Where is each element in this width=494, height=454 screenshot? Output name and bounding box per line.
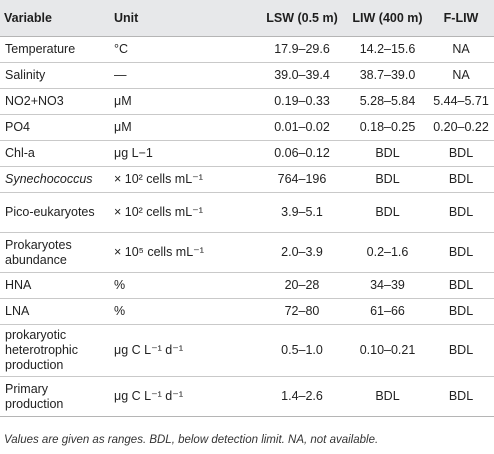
cell-unit: × 10² cells mL⁻¹ [110,166,257,193]
header-unit: Unit [110,0,257,37]
cell-lsw: 17.9–29.6 [257,36,347,63]
environmental-variables-table: Variable Unit LSW (0.5 m) LIW (400 m) F-… [0,0,494,417]
cell-lsw: 0.06–0.12 [257,140,347,167]
table-row: Primary production μg C L⁻¹ d⁻¹ 1.4–2.6 … [0,376,494,417]
cell-variable: PO4 [0,114,110,141]
cell-fliw: 0.20–0.22 [428,114,494,141]
table-row: LNA % 72–80 61–66 BDL [0,298,494,325]
header-variable: Variable [0,0,110,37]
table-header: Variable Unit LSW (0.5 m) LIW (400 m) F-… [0,0,494,37]
cell-liw: 14.2–15.6 [347,36,428,63]
cell-unit: μM [110,114,257,141]
cell-liw: 38.7–39.0 [347,62,428,89]
cell-variable: prokaryotic heterotrophic production [0,324,110,377]
table-row: Temperature °C 17.9–29.6 14.2–15.6 NA [0,36,494,63]
cell-lsw: 0.5–1.0 [257,324,347,377]
cell-fliw: BDL [428,324,494,377]
table-row: NO2+NO3 μM 0.19–0.33 5.28–5.84 5.44–5.71 [0,88,494,115]
cell-lsw: 764–196 [257,166,347,193]
cell-fliw: NA [428,62,494,89]
cell-unit: — [110,62,257,89]
cell-unit: × 10² cells mL⁻¹ [110,192,257,233]
cell-unit: × 10⁵ cells mL⁻¹ [110,232,257,273]
cell-variable: Temperature [0,36,110,63]
table-row: HNA % 20–28 34–39 BDL [0,272,494,299]
header-row: Variable Unit LSW (0.5 m) LIW (400 m) F-… [0,0,494,37]
cell-lsw: 2.0–3.9 [257,232,347,273]
cell-variable: Salinity [0,62,110,89]
cell-fliw: NA [428,36,494,63]
cell-liw: 0.10–0.21 [347,324,428,377]
cell-liw: 0.2–1.6 [347,232,428,273]
cell-unit: % [110,298,257,325]
cell-fliw: BDL [428,272,494,299]
cell-liw: 5.28–5.84 [347,88,428,115]
table-footnote: Values are given as ranges. BDL, below d… [4,434,379,446]
cell-unit: μM [110,88,257,115]
cell-liw: BDL [347,166,428,193]
cell-fliw: BDL [428,232,494,273]
cell-fliw: BDL [428,192,494,233]
cell-unit: μg C L⁻¹ d⁻¹ [110,376,257,417]
cell-variable: HNA [0,272,110,299]
cell-unit: μg C L⁻¹ d⁻¹ [110,324,257,377]
cell-fliw: 5.44–5.71 [428,88,494,115]
table-row: Synechococcus × 10² cells mL⁻¹ 764–196 B… [0,166,494,193]
table-row: prokaryotic heterotrophic production μg … [0,324,494,377]
table-row: Pico-eukaryotes × 10² cells mL⁻¹ 3.9–5.1… [0,192,494,233]
cell-unit: % [110,272,257,299]
cell-lsw: 1.4–2.6 [257,376,347,417]
cell-lsw: 20–28 [257,272,347,299]
cell-liw: BDL [347,140,428,167]
cell-unit: °C [110,36,257,63]
cell-unit: μg L−1 [110,140,257,167]
cell-lsw: 3.9–5.1 [257,192,347,233]
cell-lsw: 72–80 [257,298,347,325]
cell-lsw: 0.01–0.02 [257,114,347,141]
cell-variable: Synechococcus [0,166,110,193]
header-liw: LIW (400 m) [347,0,428,37]
cell-variable: LNA [0,298,110,325]
table-row: Salinity — 39.0–39.4 38.7–39.0 NA [0,62,494,89]
cell-liw: 34–39 [347,272,428,299]
cell-liw: 61–66 [347,298,428,325]
cell-variable: Pico-eukaryotes [0,192,110,233]
header-fliw: F-LIW [428,0,494,37]
cell-liw: BDL [347,192,428,233]
cell-variable: NO2+NO3 [0,88,110,115]
cell-liw: BDL [347,376,428,417]
table-row: PO4 μM 0.01–0.02 0.18–0.25 0.20–0.22 [0,114,494,141]
table-row: Prokaryotes abundance × 10⁵ cells mL⁻¹ 2… [0,232,494,273]
header-lsw: LSW (0.5 m) [257,0,347,37]
table-body: Temperature °C 17.9–29.6 14.2–15.6 NA Sa… [0,36,494,417]
cell-liw: 0.18–0.25 [347,114,428,141]
table-row: Chl-a μg L−1 0.06–0.12 BDL BDL [0,140,494,167]
cell-fliw: BDL [428,166,494,193]
cell-fliw: BDL [428,376,494,417]
cell-lsw: 39.0–39.4 [257,62,347,89]
cell-fliw: BDL [428,140,494,167]
cell-variable: Primary production [0,376,110,417]
cell-variable: Chl-a [0,140,110,167]
cell-fliw: BDL [428,298,494,325]
cell-variable: Prokaryotes abundance [0,232,110,273]
cell-lsw: 0.19–0.33 [257,88,347,115]
